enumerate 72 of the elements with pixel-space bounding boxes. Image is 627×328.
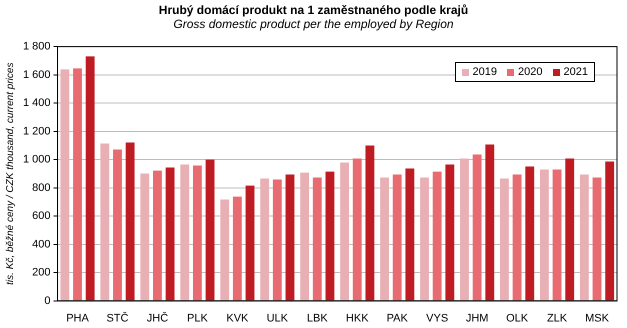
bar bbox=[140, 174, 150, 300]
legend-label: 2021 bbox=[564, 66, 588, 78]
x-tick-label: JHČ bbox=[146, 311, 168, 324]
y-axis-title: tis. Kč, běžné ceny / CZK thousand, current prices bbox=[4, 62, 16, 285]
bar bbox=[605, 162, 614, 300]
legend-label: 2019 bbox=[472, 66, 498, 78]
bar bbox=[540, 169, 549, 300]
bar bbox=[392, 174, 402, 300]
y-tick-label: 1 400 bbox=[22, 97, 51, 110]
x-tick-label: PHA bbox=[66, 312, 90, 324]
bar bbox=[73, 68, 82, 300]
bar bbox=[326, 172, 334, 300]
x-tick-label: MSK bbox=[585, 312, 610, 324]
bar bbox=[300, 172, 310, 300]
bar bbox=[460, 158, 469, 300]
bar bbox=[405, 168, 414, 300]
bar bbox=[232, 196, 242, 300]
bar bbox=[352, 158, 362, 300]
x-tick-label: OLK bbox=[506, 312, 529, 324]
bar bbox=[60, 69, 70, 300]
y-tick-label: 1 200 bbox=[22, 125, 51, 138]
chart-subtitle: Gross domestic product per the employed by Region bbox=[172, 17, 455, 31]
bar bbox=[166, 167, 175, 300]
bar bbox=[206, 160, 214, 300]
y-tick-label: 1 800 bbox=[22, 40, 51, 53]
bar bbox=[380, 178, 389, 300]
bar bbox=[592, 178, 602, 300]
bar bbox=[340, 162, 350, 300]
bar bbox=[192, 166, 202, 300]
bar bbox=[420, 178, 429, 300]
x-tick-label: PAK bbox=[386, 312, 408, 324]
bar bbox=[286, 174, 294, 300]
legend-label: 2020 bbox=[518, 66, 543, 78]
bar bbox=[113, 150, 122, 300]
bar bbox=[100, 143, 110, 300]
x-tick-label: HKK bbox=[346, 312, 370, 324]
y-tick-label: 1 000 bbox=[22, 154, 51, 166]
bar bbox=[552, 169, 562, 300]
bar bbox=[220, 200, 230, 300]
bar bbox=[500, 178, 509, 300]
y-tick-label: 400 bbox=[32, 238, 51, 250]
bar bbox=[580, 174, 589, 300]
x-tick-label: STČ bbox=[106, 311, 129, 324]
bar bbox=[153, 170, 162, 300]
bar bbox=[565, 158, 574, 300]
bar bbox=[312, 178, 322, 300]
bar bbox=[260, 178, 270, 300]
bar bbox=[472, 154, 482, 300]
x-tick-label: ULK bbox=[266, 312, 289, 324]
bar bbox=[445, 164, 454, 300]
y-tick-label: 800 bbox=[32, 182, 51, 194]
y-tick-label: 600 bbox=[32, 210, 51, 222]
bar bbox=[365, 145, 374, 300]
bar bbox=[512, 174, 522, 300]
x-tick-label: JHM bbox=[466, 312, 488, 324]
y-tick-label: 0 bbox=[44, 294, 51, 307]
chart-title: Hrubý domácí produkt na 1 zaměstnaného podle krajů bbox=[158, 3, 470, 17]
y-tick-label: 200 bbox=[32, 266, 51, 279]
bar bbox=[126, 142, 135, 300]
x-tick-label: ZLK bbox=[546, 312, 568, 324]
bar bbox=[246, 186, 254, 300]
bar bbox=[525, 166, 534, 300]
bar bbox=[432, 172, 442, 300]
x-tick-label: VYS bbox=[426, 312, 448, 324]
bar bbox=[86, 56, 95, 300]
x-tick-label: PLK bbox=[186, 312, 208, 324]
x-tick-label: LBK bbox=[306, 312, 328, 324]
bar bbox=[485, 144, 494, 300]
y-tick-label: 1 600 bbox=[22, 68, 51, 81]
bar bbox=[180, 164, 190, 300]
x-tick-label: KVK bbox=[226, 312, 250, 324]
bar bbox=[272, 179, 282, 300]
